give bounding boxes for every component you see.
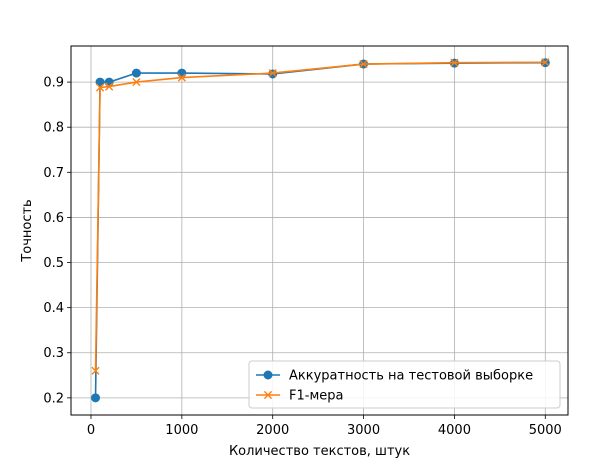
plot-frame (70, 45, 569, 416)
series-2-point (91, 366, 100, 375)
x-tick-label: 5000 (529, 423, 562, 438)
marker-stroke (541, 58, 550, 67)
series-2-point (105, 82, 114, 91)
series-2-point (177, 73, 186, 82)
marker-stroke (95, 83, 105, 92)
series-1-point (104, 77, 114, 87)
marker-stroke (105, 82, 114, 91)
axis-ticks: 0 1000 2000 3000 4000 5000 0.2 0.3 0.4 0.5 0.6 0.7 0… (43, 76, 562, 438)
marker-stroke (91, 366, 100, 375)
series-2 (91, 58, 550, 375)
legend-item: F1-мера (256, 389, 343, 404)
marker-stroke (268, 68, 277, 78)
y-tick-label: 0.7 (43, 166, 64, 181)
x-tick-label: 4000 (438, 423, 471, 438)
legend-box (248, 360, 561, 409)
marker-stroke (263, 390, 273, 400)
marker-stroke (177, 73, 186, 82)
series-2-point (450, 58, 459, 67)
marker-stroke (132, 77, 141, 87)
series-2-point (268, 68, 277, 78)
legend-marker (263, 370, 273, 380)
series-2-point (359, 59, 368, 69)
series-1-point (131, 68, 141, 78)
series-2-point (95, 83, 105, 92)
series-1-point (177, 68, 187, 78)
series-1-point (95, 77, 105, 87)
data-series (91, 58, 550, 403)
grid-lines (71, 46, 568, 415)
legend-item: Аккуратность на тестовой выборке (256, 369, 533, 384)
y-tick-label: 0.4 (43, 301, 64, 316)
y-tick-label: 0.2 (43, 391, 64, 406)
legend: Аккуратность на тестовой выборке F1-мера (248, 360, 561, 409)
y-tick-label: 0.5 (43, 256, 64, 271)
x-tick-label: 2000 (256, 423, 289, 438)
x-tick-label: 1000 (165, 423, 198, 438)
marker-stroke (450, 58, 459, 67)
y-tick-label: 0.8 (43, 121, 64, 136)
legend-label: F1-мера (289, 389, 343, 404)
x-tick-label: 0 (87, 423, 95, 438)
series-1-point (91, 393, 101, 403)
plot-area (71, 46, 568, 415)
y-axis-label: Точность (20, 199, 35, 262)
legend-marker (263, 390, 273, 400)
marker-stroke (359, 59, 368, 69)
legend-label: Аккуратность на тестовой выборке (289, 369, 533, 384)
y-tick-label: 0.6 (43, 211, 64, 226)
x-tick-label: 3000 (347, 423, 380, 438)
y-tick-label: 0.9 (43, 76, 64, 91)
y-tick-label: 0.3 (43, 346, 64, 361)
x-axis-label: Количество текстов, штук (229, 444, 410, 459)
series-2-point (132, 77, 141, 87)
series-2-point (541, 58, 550, 67)
